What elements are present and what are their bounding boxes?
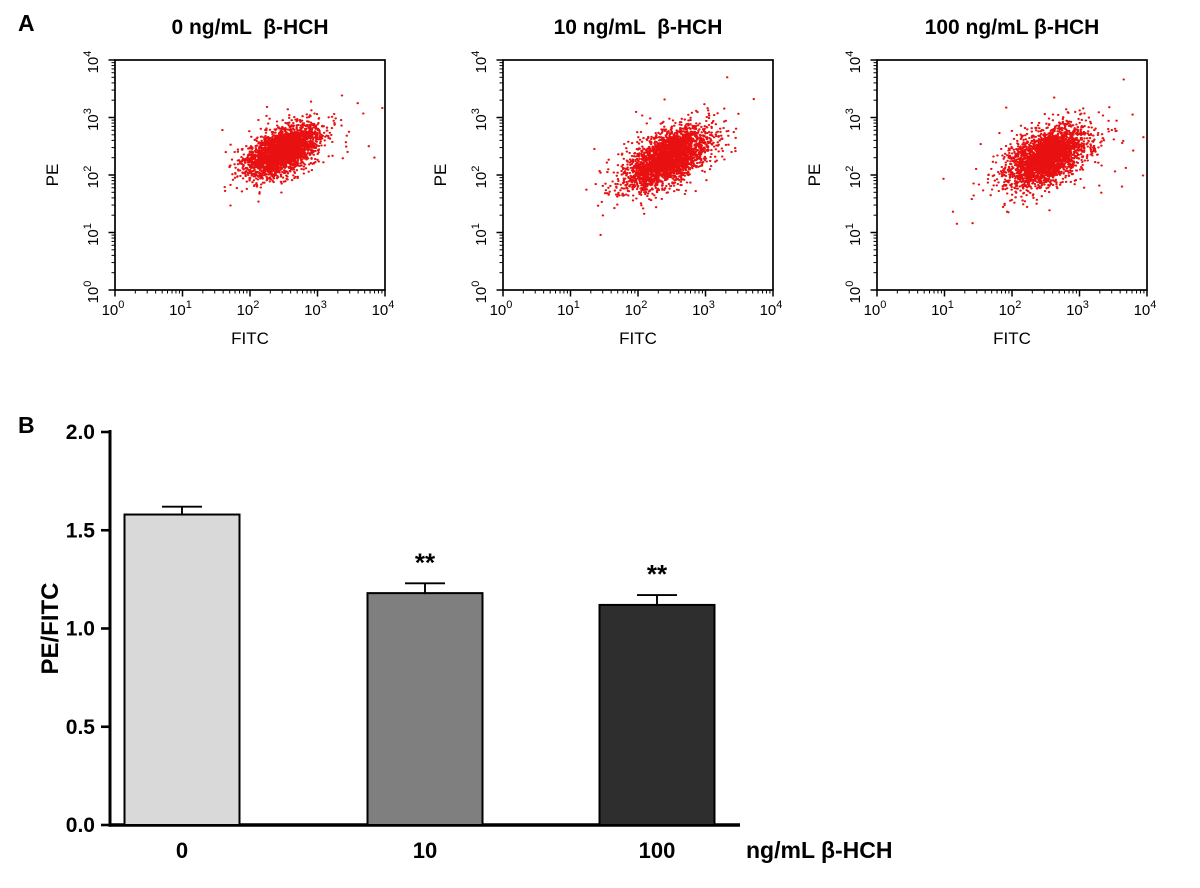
y-tick-label: 2.0	[66, 421, 95, 444]
x-axis-label: FITC	[619, 329, 657, 348]
y-tick-label: 104	[844, 51, 864, 74]
x-tick-label: 104	[1134, 299, 1157, 319]
y-tick-label: 102	[844, 166, 864, 189]
x-tick-label: 103	[1066, 299, 1089, 319]
y-tick-label: 101	[470, 223, 490, 246]
x-tick-label: 101	[931, 299, 954, 319]
y-axis-label: PE	[805, 164, 824, 187]
x-tick-label: 100	[864, 299, 887, 319]
x-tick-label: 102	[625, 299, 648, 319]
x-tick-label: 104	[760, 299, 783, 319]
y-tick-label: 1.0	[66, 618, 95, 641]
y-tick-label: 101	[844, 223, 864, 246]
y-tick-label: 100	[844, 281, 864, 304]
y-tick-label: 0.0	[66, 814, 95, 837]
plot-title-0: 0 ng/mL β-HCH	[171, 16, 329, 39]
x-tick-label: 103	[304, 299, 327, 319]
x-category-label: 100	[639, 838, 676, 863]
scatter-points	[585, 76, 756, 236]
y-tick-label: 103	[470, 108, 490, 131]
x-axis-label: FITC	[993, 329, 1031, 348]
bar-chart-svg: 0.0 0.5 1.0 1.5 2.0 PE/FITC 0 ** 10 ** 100 ng/mL β-…	[37, 421, 893, 863]
panel-b-label: B	[18, 412, 35, 438]
y-tick-label: 0.5	[66, 716, 96, 739]
x-unit-label: ng/mL β-HCH	[746, 837, 893, 863]
plot-title-2: 100 ng/mL β-HCH	[924, 16, 1100, 39]
bar-0	[123, 513, 241, 826]
x-tick-label: 100	[490, 299, 513, 319]
panel-a-label: A	[18, 10, 35, 36]
y-tick-label: 100	[470, 281, 490, 304]
x-tick-label: 101	[169, 299, 192, 319]
x-tick-label: 102	[999, 299, 1022, 319]
y-tick-label: 104	[470, 51, 490, 74]
bar-y-axis-label: PE/FITC	[40, 582, 64, 674]
x-axis-label: FITC	[231, 329, 269, 348]
plot-title-1: 10 ng/mL β-HCH	[553, 16, 723, 39]
bar-10	[366, 592, 484, 826]
bar-chart-panel: 0.0 0.5 1.0 1.5 2.0 PE/FITC 0 ** 10 ** 100 ng/mL β-…	[37, 415, 960, 885]
y-tick-label: 1.5	[66, 519, 96, 542]
significance-marker: **	[415, 547, 436, 577]
y-tick-label: 102	[82, 166, 102, 189]
x-tick-label: 101	[557, 299, 580, 319]
x-tick-label: 100	[102, 299, 125, 319]
x-tick-label: 104	[372, 299, 395, 319]
significance-marker: **	[647, 559, 668, 589]
y-tick-label: 100	[82, 281, 102, 304]
y-tick-label: 103	[844, 108, 864, 131]
flow-plot-panel-0: 0 ng/mL β-HCH 100 100 101 101 102 102 103 103 10…	[40, 10, 410, 370]
x-category-label: 10	[413, 838, 437, 863]
y-tick-label: 104	[82, 51, 102, 74]
y-tick-label: 101	[82, 223, 102, 246]
y-tick-label: 103	[82, 108, 102, 131]
flow-plot-panel-1: 10 ng/mL β-HCH 100 100 101 101 102 102 103 103 1…	[428, 10, 798, 370]
scatter-points	[221, 94, 384, 207]
bar-100	[598, 603, 716, 826]
flow-plot-panel-2: 100 ng/mL β-HCH 100 100 101 101 102 102 103 103…	[802, 10, 1172, 370]
y-tick-label: 102	[470, 166, 490, 189]
plot-frame	[114, 59, 386, 291]
scatter-points	[942, 78, 1145, 225]
x-tick-label: 103	[692, 299, 715, 319]
y-axis-label: PE	[431, 164, 450, 187]
x-category-label: 0	[176, 838, 188, 863]
y-axis-label: PE	[43, 164, 62, 187]
x-tick-label: 102	[237, 299, 260, 319]
